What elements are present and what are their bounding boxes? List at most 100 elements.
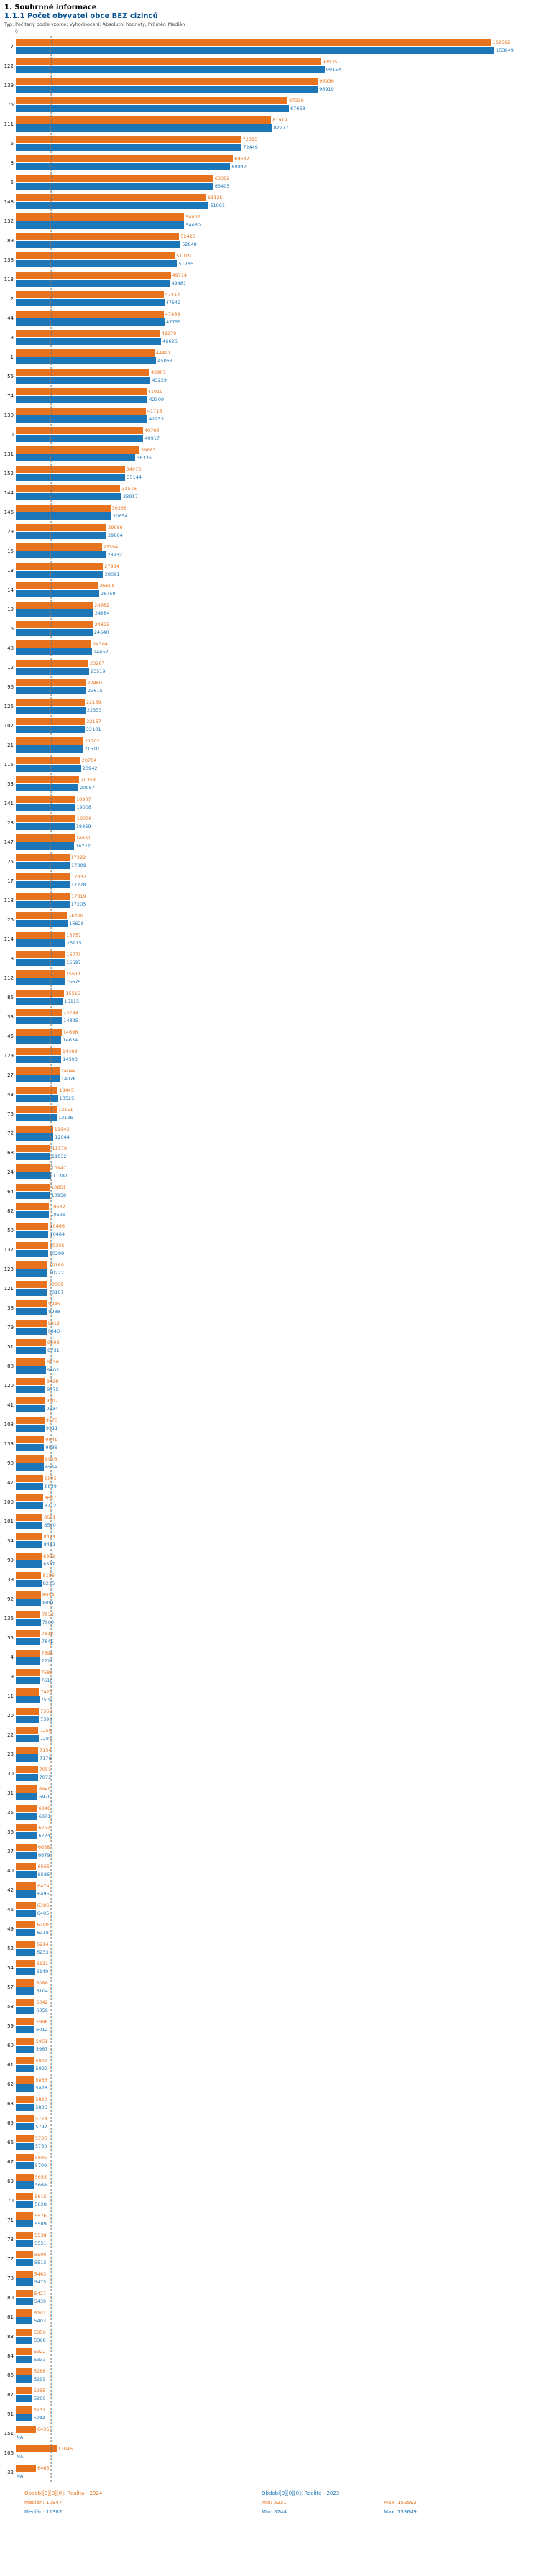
- bar-value-label: 8054: [42, 1592, 55, 1598]
- row-id-label: 106: [4, 2450, 14, 2456]
- bar-2023: R2023: [16, 1968, 35, 1975]
- bar-value-label: 33516: [121, 486, 137, 492]
- series-label: R2024: [16, 123, 30, 124]
- row-bars: R2024 7368 R2023 7390: [16, 1708, 536, 1723]
- bar-track: R2023 5922: [16, 2065, 536, 2072]
- bar-2023: R2023: [16, 2220, 34, 2227]
- bar-value-label: 54060: [185, 222, 201, 228]
- bar-track: R2024 22167: [16, 718, 536, 725]
- bar-value-label: 7610: [40, 1678, 53, 1683]
- bar-track: R2023 9602: [16, 1366, 536, 1374]
- bar-track: R20249173: [16, 1417, 536, 1424]
- row-id-label: 16: [7, 625, 14, 632]
- bar-track: R2023 52848: [16, 241, 536, 248]
- bar-value-label: 5835: [35, 2104, 47, 2110]
- chart-row: 15R202427594R202328932: [3, 541, 536, 561]
- row-bars: R2024 5427 R2023 5439: [16, 2290, 536, 2305]
- bar-value-label: 8926: [45, 1456, 57, 1462]
- row-bars: R2024 81919 R2023 82277: [16, 116, 536, 132]
- bar-value-label: 15915: [66, 940, 82, 946]
- series-label: R2024: [16, 1578, 30, 1579]
- bar-track: R202313136: [16, 1114, 536, 1121]
- bar-value-label: 15757: [66, 932, 81, 938]
- indicator-meta: Typ: Počítaný podle vzorce; Vyhodnocení:…: [4, 22, 185, 27]
- row-bars: R202444491R202345063: [16, 349, 536, 364]
- chart-row: 77R20245500R20235513: [3, 2249, 536, 2268]
- chart-row: 45R2024 14696 R2023 14634: [3, 1026, 536, 1046]
- bar-value-label: 5668: [34, 2182, 47, 2188]
- bar-value-label: 8337: [43, 1561, 55, 1567]
- chart-row: 79R2024 9812 R2023 9840: [3, 1317, 536, 1337]
- bar-2024: R2024: [16, 563, 103, 570]
- chart-row: 100R20248687R20238712: [3, 1492, 536, 1512]
- bar-2024: R2024: [16, 2232, 33, 2239]
- row-bars: R2024 7698 R2023 7721: [16, 1650, 536, 1665]
- series-label: R2024: [16, 2238, 30, 2239]
- bar-track: R2024 9428: [16, 1378, 536, 1385]
- row-bars: R202447414 R2023 47642: [16, 291, 536, 306]
- bar-value-label: 5255: [33, 2388, 46, 2393]
- chart-row: 22R20247259R20237284: [3, 1725, 536, 1744]
- bar-2024: R2024: [16, 1300, 47, 1307]
- bar-value-label: 52848: [182, 242, 197, 247]
- row-bars: R2024 5356 R2023 5368: [16, 2329, 536, 2344]
- bar-value-label: 63382: [214, 175, 230, 181]
- bar-2024: R2024: [16, 932, 65, 939]
- bar-track: R2023 17309: [16, 862, 536, 869]
- series-label: R2023: [16, 965, 30, 966]
- series-label: R2023: [16, 2052, 30, 2053]
- chart-row: 137R2024 10335 R2023 10299: [3, 1240, 536, 1259]
- bar-track: R2023 15115: [16, 998, 536, 1005]
- series-label: R2024: [16, 550, 30, 551]
- bar-value-label: 9428: [46, 1379, 59, 1384]
- row-id-label: 120: [4, 1382, 14, 1389]
- bar-track: R2024 49714: [16, 272, 536, 279]
- series-label: R2024: [16, 1268, 30, 1269]
- row-id-label: 72: [7, 1130, 14, 1136]
- bar-value-label: 61125: [207, 195, 223, 201]
- bar-2023: R2023: [16, 318, 165, 326]
- row-id-label: 61: [7, 2061, 14, 2068]
- chart-row: 8R202469682R202368847: [3, 153, 536, 172]
- series-label: R2024: [16, 1966, 30, 1967]
- row-bars: R2024 52425 R2023 52848: [16, 233, 536, 248]
- bar-value-label: 23287: [89, 661, 105, 666]
- series-label: R2024: [16, 317, 30, 318]
- series-label: R2024: [16, 1559, 30, 1560]
- bar-value-label: 24823: [94, 622, 110, 627]
- row-id-label: 37: [7, 1848, 14, 1854]
- row-bars: R2024 29086 R2023 29064: [16, 524, 536, 539]
- bar-2023: R2023: [16, 299, 165, 306]
- legend-2024: Období[0][0][0]: Realita - 2024: [24, 2490, 103, 2496]
- bar-track: R2023 22101: [16, 726, 536, 733]
- row-id-label: 22: [7, 1731, 14, 1738]
- row-id-label: 90: [7, 1460, 14, 1466]
- bar-2023: R2023: [16, 144, 242, 151]
- bar-value-label: 22333: [86, 707, 102, 713]
- row-bars: R202413151R202313136: [16, 1106, 536, 1121]
- bar-2023: R2023: [16, 1075, 60, 1082]
- bar-value-label: 5513: [34, 2260, 47, 2266]
- bar-2024: R2024: [16, 1902, 36, 1909]
- bar-track: R2023 12044: [16, 1133, 536, 1141]
- bar-2023: R2023: [16, 1619, 41, 1626]
- bar-value-label: 41716: [147, 408, 162, 414]
- bar-track: R2024 17319: [16, 893, 536, 900]
- bar-2024: R2024: [16, 136, 241, 143]
- row-bars: R2024 5736 R2023 5750: [16, 2135, 536, 2150]
- bar-2024: R2024: [16, 2076, 34, 2084]
- bar-track: R202416400: [16, 912, 536, 919]
- bar-track: R2023 7721: [16, 1657, 536, 1665]
- bar-2023: R2023: [16, 804, 75, 811]
- series-label: R2024: [16, 666, 30, 667]
- row-id-label: 111: [4, 121, 14, 127]
- row-bars: R2024 24782 R2023 24884: [16, 602, 536, 617]
- bar-value-label: 22167: [86, 719, 101, 724]
- bar-value-label: 24304: [93, 641, 109, 647]
- bar-2023: R2023: [16, 1774, 38, 1781]
- chart-row: 54R2024 6131 R2023 6149: [3, 1958, 536, 1977]
- bar-2024: R2024: [16, 2368, 32, 2375]
- bar-track: R2024 24823: [16, 621, 536, 628]
- row-id-label: 132: [4, 218, 14, 224]
- bar-value-label: 87668: [290, 106, 305, 111]
